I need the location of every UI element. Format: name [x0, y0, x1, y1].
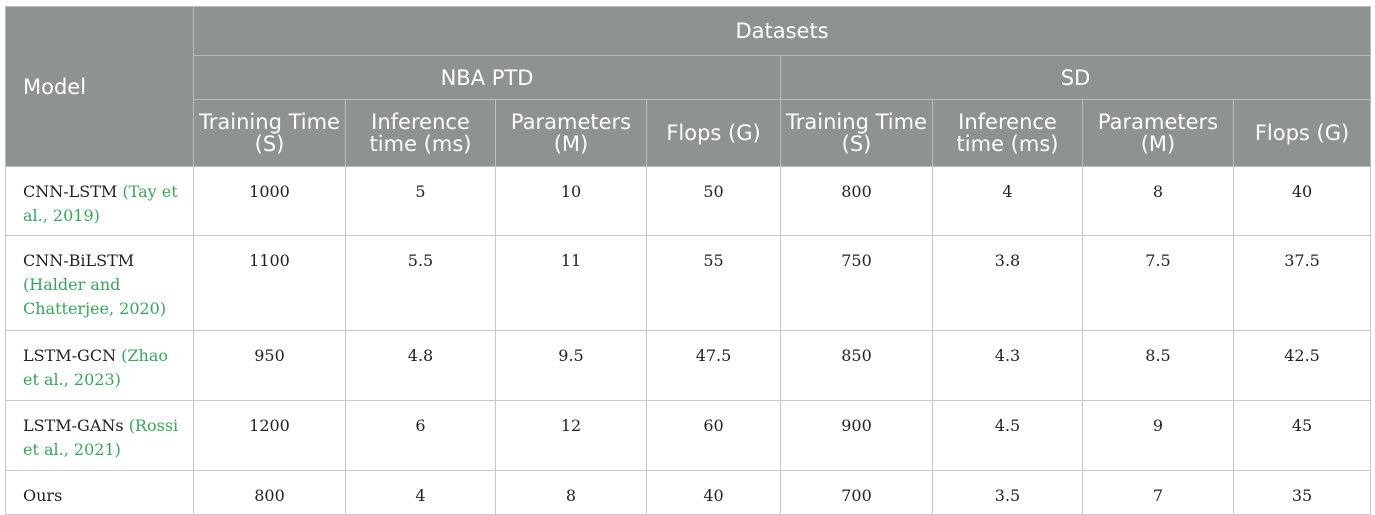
value-cell: 800: [780, 166, 933, 236]
value-cell: 800: [193, 470, 346, 515]
column-header: Flops (G): [1232, 99, 1372, 167]
group-header-nba-ptd: NBA PTD: [193, 55, 781, 100]
citation-link[interactable]: (Rossi et al., 2021): [23, 416, 179, 459]
value-cell: 45: [1232, 400, 1372, 471]
table-row: CNN-LSTM (Tay et al., 2019) 1000 5 10 50…: [5, 166, 1372, 236]
comparison-table: Model Datasets NBA PTD SD Training Time …: [5, 6, 1372, 515]
value-cell: 8: [495, 470, 647, 515]
value-cell: 7: [1082, 470, 1234, 515]
model-name: Ours: [23, 486, 63, 505]
value-cell: 3.8: [932, 235, 1083, 331]
value-cell: 11: [495, 235, 647, 331]
column-header: Parameters (M): [1082, 99, 1234, 167]
value-cell: 8: [1082, 166, 1234, 236]
value-cell: 5.5: [345, 235, 496, 331]
model-name: LSTM-GCN: [23, 346, 117, 365]
value-cell: 7.5: [1082, 235, 1234, 331]
value-cell: 1100: [193, 235, 346, 331]
value-cell: 1000: [193, 166, 346, 236]
value-cell: 3.5: [932, 470, 1083, 515]
value-cell: 9: [1082, 400, 1234, 471]
value-cell: 4: [932, 166, 1083, 236]
model-header: Model: [5, 6, 194, 167]
group-header-sd: SD: [779, 55, 1372, 100]
column-header: Parameters (M): [495, 99, 647, 167]
column-header: Flops (G): [646, 99, 781, 167]
value-cell: 900: [780, 400, 933, 471]
value-cell: 37.5: [1232, 235, 1372, 331]
citation-link[interactable]: (Zhao et al., 2023): [23, 346, 169, 389]
column-header: Training Time (S): [193, 99, 346, 167]
value-cell: 12: [495, 400, 647, 471]
value-cell: 4.8: [345, 330, 496, 401]
model-cell: LSTM-GCN (Zhao et al., 2023): [5, 330, 194, 401]
value-cell: 1200: [193, 400, 346, 471]
table-row: Ours 800 4 8 40 700 3.5 7 35: [5, 470, 1372, 515]
value-cell: 950: [193, 330, 346, 401]
citation-link[interactable]: (Tay et al., 2019): [23, 182, 178, 225]
value-cell: 10: [495, 166, 647, 236]
column-header: Inference time (ms): [932, 99, 1083, 167]
value-cell: 35: [1232, 470, 1372, 515]
value-cell: 4: [345, 470, 496, 515]
value-cell: 60: [646, 400, 781, 471]
value-cell: 9.5: [495, 330, 647, 401]
model-cell: Ours: [5, 470, 194, 515]
value-cell: 4.3: [932, 330, 1083, 401]
datasets-header: Datasets: [192, 6, 1372, 56]
column-header: Inference time (ms): [345, 99, 496, 167]
table-row: LSTM-GCN (Zhao et al., 2023) 950 4.8 9.5…: [5, 330, 1372, 401]
table-row: LSTM-GANs (Rossi et al., 2021) 1200 6 12…: [5, 400, 1372, 471]
value-cell: 850: [780, 330, 933, 401]
column-header: Training Time (S): [780, 99, 933, 167]
value-cell: 5: [345, 166, 496, 236]
value-cell: 700: [780, 470, 933, 515]
value-cell: 42.5: [1232, 330, 1372, 401]
value-cell: 40: [646, 470, 781, 515]
value-cell: 6: [345, 400, 496, 471]
value-cell: 47.5: [646, 330, 781, 401]
model-cell: CNN-LSTM (Tay et al., 2019): [5, 166, 194, 236]
citation-link[interactable]: (Halder and Chatterjee, 2020): [23, 275, 167, 318]
model-cell: LSTM-GANs (Rossi et al., 2021): [5, 400, 194, 471]
value-cell: 750: [780, 235, 933, 331]
value-cell: 4.5: [932, 400, 1083, 471]
value-cell: 50: [646, 166, 781, 236]
model-cell: CNN-BiLSTM (Halder and Chatterjee, 2020): [5, 235, 194, 331]
model-name: LSTM-GANs: [23, 416, 124, 435]
value-cell: 8.5: [1082, 330, 1234, 401]
model-name: CNN-BiLSTM: [23, 251, 135, 270]
value-cell: 40: [1232, 166, 1372, 236]
table-row: CNN-BiLSTM (Halder and Chatterjee, 2020)…: [5, 235, 1372, 331]
value-cell: 55: [646, 235, 781, 331]
model-name: CNN-LSTM: [23, 182, 118, 201]
